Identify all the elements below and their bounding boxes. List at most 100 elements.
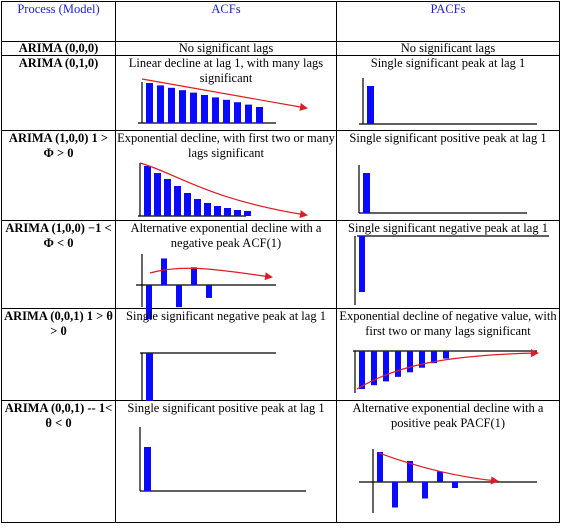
correlation-bar: [431, 351, 437, 364]
pacf-cell: Alternative exponential decline with a p…: [336, 400, 560, 523]
correlation-bar: [359, 236, 365, 292]
correlation-bar: [154, 173, 161, 216]
model-cell: ARIMA (0,1,0): [1, 55, 116, 131]
correlation-bar: [146, 83, 153, 123]
acf-description: No significant lags: [178, 41, 274, 55]
acf-cell: Alternative exponential decline with a n…: [115, 220, 337, 319]
correlation-bar: [437, 471, 443, 482]
correlation-bar: [179, 90, 186, 123]
pacf-cell: Single significant negative peak at lag …: [336, 220, 560, 309]
correlation-bar: [419, 351, 425, 368]
table-row: ARIMA (0,1,0) Linear decline at lag 1, w…: [1, 55, 560, 131]
correlation-bar: [377, 452, 383, 482]
pacf-plot-arima-010: [359, 78, 537, 125]
pacf-cell: Single significant positive peak at lag …: [336, 130, 560, 221]
pacf-plot-arima-100-neg: [354, 235, 549, 305]
correlation-bar: [204, 203, 211, 216]
correlation-bar: [256, 107, 263, 123]
acf-plot-arima-001-neg: [139, 427, 306, 492]
correlation-bar: [359, 351, 365, 389]
correlation-bar: [144, 166, 151, 216]
correlation-bar: [371, 351, 377, 386]
pacf-plot-arima-001-neg: [359, 449, 537, 513]
header-pacf: PACFs: [336, 1, 560, 42]
pacf-cell: Single significant peak at lag 1: [336, 55, 560, 131]
model-cell: ARIMA (0,0,1) -- 1< θ < 0: [1, 400, 116, 523]
correlation-bar: [234, 210, 241, 216]
correlation-bar: [407, 351, 413, 373]
correlation-bar: [224, 208, 231, 216]
correlation-bar: [161, 258, 167, 285]
table-row: ARIMA (0,0,0) No significant lags No sig…: [1, 41, 560, 56]
model-cell: ARIMA (1,0,0) −1 < Φ < 0: [1, 220, 116, 309]
table-row: ARIMA (0,0,1) -- 1< θ < 0 Single signifi…: [1, 400, 560, 523]
correlation-bar: [245, 104, 252, 123]
correlation-bar: [422, 482, 428, 499]
correlation-bar: [443, 351, 449, 359]
correlation-bar: [392, 482, 398, 508]
pacf-description: Exponential decline of negative value, w…: [339, 309, 557, 338]
acf-cell: No significant lags: [115, 41, 337, 56]
acf-plot-arima-010: [138, 78, 308, 124]
pacf-plot-arima-001-pos: [353, 349, 539, 393]
pacf-cell: No significant lags: [336, 41, 560, 56]
table-row: ARIMA (1,0,0) −1 < Φ < 0 Alternative exp…: [1, 220, 560, 319]
correlation-bar: [164, 179, 171, 216]
acf-description: Single significant positive peak at lag …: [127, 401, 325, 415]
model-cell: ARIMA (1,0,0) 1 > Φ > 0: [1, 130, 116, 221]
header-row: Process (Model) ACFs PACFs: [1, 1, 560, 42]
correlation-bar: [395, 351, 401, 377]
correlation-bar: [201, 95, 208, 123]
correlation-bar: [191, 267, 197, 285]
correlation-bar: [157, 85, 164, 123]
correlation-bar: [168, 87, 175, 123]
correlation-bar: [144, 447, 151, 491]
model-cell: ARIMA (0,0,0): [1, 41, 116, 56]
correlation-bar: [146, 285, 152, 319]
acf-cell: Single significant negative peak at lag …: [115, 308, 337, 401]
correlation-bar: [146, 353, 153, 401]
pacf-description: Alternative exponential decline with a p…: [352, 401, 544, 430]
correlation-bar: [234, 102, 241, 123]
header-acf: ACFs: [115, 1, 337, 42]
acf-plot-arima-100-neg: [136, 254, 276, 319]
trend-arrow: [378, 452, 499, 485]
correlation-bar: [363, 173, 370, 213]
correlation-bar: [184, 193, 191, 216]
pacf-description: No significant lags: [400, 41, 496, 55]
correlation-bar: [452, 482, 458, 488]
correlation-bar: [223, 99, 230, 123]
pacf-cell: Exponential decline of negative value, w…: [336, 308, 560, 401]
pacf-description: Single significant negative peak at lag …: [348, 221, 548, 235]
correlation-bar: [407, 461, 413, 482]
correlation-bar: [206, 285, 212, 298]
correlation-bar: [190, 92, 197, 123]
correlation-bar: [367, 86, 374, 124]
acf-plot-arima-100-pos: [138, 162, 308, 219]
acf-description: Alternative exponential decline with a n…: [130, 221, 322, 250]
pacf-plot-arima-100-pos: [358, 165, 527, 214]
correlation-bar: [383, 351, 389, 382]
header-process: Process (Model): [1, 1, 116, 42]
table-row: ARIMA (0,0,1) 1 > θ > 0 Single significa…: [1, 308, 560, 401]
acf-cell: Single significant positive peak at lag …: [115, 400, 337, 523]
acf-plot-arima-001-pos: [140, 352, 276, 401]
correlation-bar: [214, 206, 221, 216]
trend-arrow: [149, 267, 273, 281]
acf-cell: Linear decline at lag 1, with many lags …: [115, 55, 337, 131]
acf-cell: Exponential decline, with first two or m…: [115, 130, 337, 221]
pacf-description: Single significant peak at lag 1: [370, 56, 526, 70]
correlation-bar: [212, 97, 219, 123]
pacf-description: Single significant positive peak at lag …: [349, 131, 547, 145]
acf-description: Single significant negative peak at lag …: [126, 309, 326, 323]
trend-arrow: [356, 349, 539, 390]
model-cell: ARIMA (0,0,1) 1 > θ > 0: [1, 308, 116, 401]
acf-description: Linear decline at lag 1, with many lags …: [128, 56, 324, 85]
correlation-bar: [176, 285, 182, 308]
correlation-bar: [194, 199, 201, 216]
correlation-bar: [174, 186, 181, 216]
trend-arrow: [141, 78, 308, 111]
acf-description: Exponential decline, with first two or m…: [117, 131, 335, 160]
table-row: ARIMA (1,0,0) 1 > Φ > 0 Exponential decl…: [1, 130, 560, 221]
